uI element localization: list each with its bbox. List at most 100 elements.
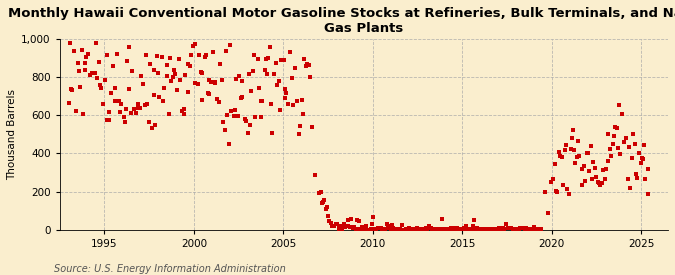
Point [598,168,609,172]
Point [439,227,450,231]
Point [406,227,416,231]
Point [560,143,571,148]
Point [360,224,371,228]
Point [177,109,188,113]
Point [243,72,254,76]
Point [161,74,172,79]
Point [351,218,362,222]
Point [380,227,391,232]
Point [150,122,161,127]
Point [162,63,173,67]
Point [109,86,120,90]
Point [413,226,424,231]
Point [367,222,377,227]
Point [496,227,507,232]
Point [124,45,134,50]
Point [498,226,509,231]
Point [584,169,595,174]
Point [604,147,615,151]
Point [159,86,170,90]
Point [394,227,405,231]
Point [287,76,298,80]
Title: Monthly Hawaii Conventional Motor Gasoline Stocks at Refineries, Bulk Terminals,: Monthly Hawaii Conventional Motor Gasoli… [9,7,675,35]
Point [250,115,261,119]
Point [545,180,556,184]
Point [338,222,349,226]
Point [279,87,290,91]
Point [630,141,641,146]
Point [637,157,648,161]
Point [473,227,484,232]
Point [256,98,267,103]
Point [456,227,466,232]
Point [130,111,141,115]
Point [164,112,175,116]
Point [271,83,282,87]
Point [168,75,179,79]
Point [560,148,570,152]
Point [105,91,116,95]
Point [127,69,138,74]
Point [112,51,123,56]
Point [374,226,385,230]
Point [377,227,387,232]
Point [269,72,279,77]
Point [90,71,101,76]
Point [461,226,472,231]
Point [447,227,458,232]
Point [124,87,135,91]
Point [631,176,642,181]
Point [482,227,493,231]
Point [294,124,305,128]
Point [623,145,634,149]
Point [141,102,152,106]
Point [514,227,525,231]
Point [278,58,289,62]
Point [467,224,478,228]
Point [225,43,236,47]
Point [319,198,330,202]
Point [396,227,406,232]
Point [350,227,361,232]
Point [183,61,194,66]
Point [393,227,404,232]
Point [341,224,352,228]
Point [593,181,604,186]
Point [317,200,327,205]
Point [324,219,335,224]
Point [383,226,394,231]
Point [194,53,205,57]
Point [516,226,527,230]
Point [535,227,546,232]
Point [293,131,304,136]
Point [612,126,622,130]
Point [140,103,151,108]
Point [562,186,572,191]
Point [104,109,115,114]
Point [126,111,136,116]
Point [620,136,631,140]
Point [140,53,151,57]
Point [92,75,103,80]
Point [504,226,514,231]
Point [146,126,157,131]
Point [170,72,181,77]
Point [431,227,441,232]
Point [398,228,409,232]
Point [230,108,240,112]
Point [520,227,531,231]
Point [118,115,129,119]
Point [138,82,148,86]
Point [462,227,473,232]
Point [175,78,186,82]
Point [73,61,84,66]
Point [190,81,201,85]
Point [76,48,87,53]
Point [433,227,444,231]
Point [185,64,196,68]
Point [211,97,222,101]
Point [618,139,629,144]
Point [143,120,154,124]
Point [189,42,200,47]
Point [525,227,536,232]
